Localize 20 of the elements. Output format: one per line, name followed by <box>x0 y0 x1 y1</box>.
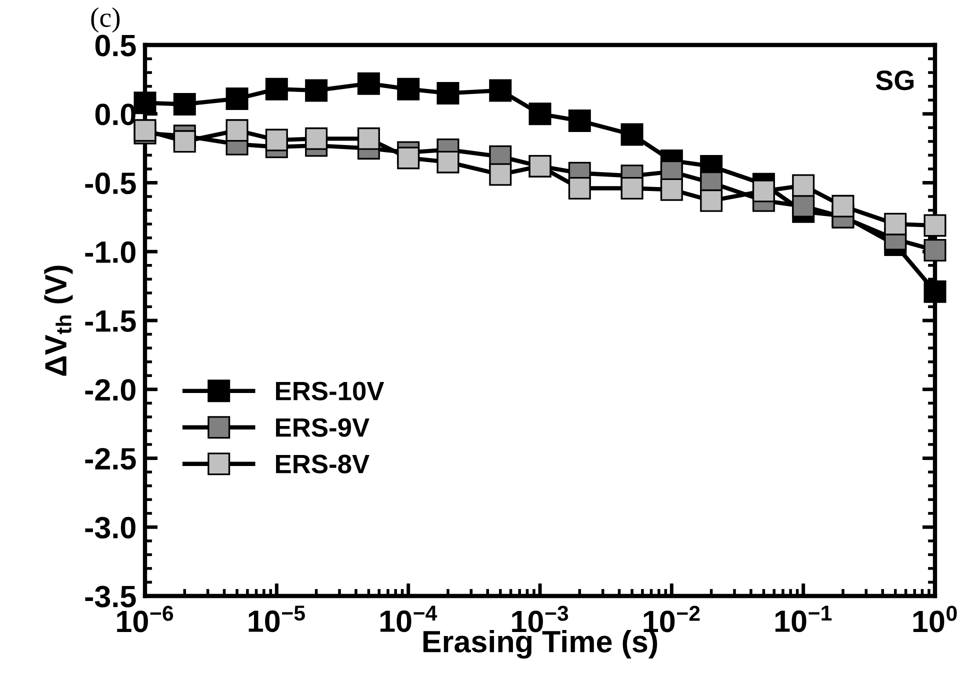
x-tick-label: 10$^{−4}$ <box>380 606 438 632</box>
x-tick-label: 10$^{0}$ <box>913 606 957 632</box>
legend-label: ERS-9V <box>276 418 370 437</box>
y-tick-label: -0.5 <box>85 172 136 194</box>
y-axis-title: ΔV$_{th}$ (V) <box>44 266 73 376</box>
y-tick-label: -1.5 <box>85 310 136 332</box>
x-tick-label: 10$^{−2}$ <box>644 606 700 632</box>
y-tick-label: -2.0 <box>85 379 136 401</box>
y-tick-label: -3.0 <box>85 516 136 539</box>
text: (c) <box>91 7 120 33</box>
y-tick-label: -3.5 <box>85 586 136 608</box>
y-tick-label: 0.0 <box>95 104 136 126</box>
annotation: SG <box>876 70 914 90</box>
x-tick-label: 10$^{−1}$ <box>775 606 832 632</box>
legend-label: ERS-8V <box>276 454 370 474</box>
legend-label: ERS-10V <box>276 382 384 400</box>
y-tick-label: -1.0 <box>85 241 136 263</box>
y-tick-label: -2.5 <box>85 448 136 470</box>
y-tick-label: 0.5 <box>95 34 136 56</box>
x-tick-label: 10$^{−5}$ <box>248 606 305 632</box>
